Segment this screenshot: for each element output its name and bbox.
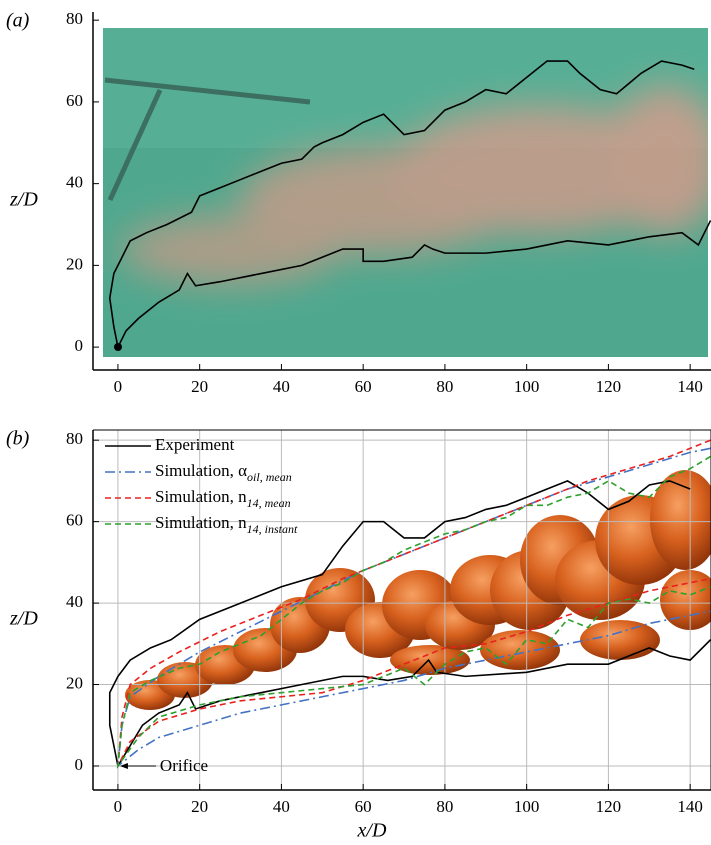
x-tick-label: 20	[191, 377, 208, 396]
photo	[103, 28, 708, 357]
x-axis-label: x/D	[357, 820, 387, 842]
legend-subscript: 14, mean	[247, 496, 291, 510]
x-tick-label: 0	[114, 377, 123, 396]
x-tick-label: 80	[436, 797, 453, 816]
legend-entry: Experiment	[155, 435, 235, 454]
y-axis-label: z/D	[9, 189, 38, 211]
legend-entry: Simulation, n14, instant	[155, 513, 298, 536]
legend-entry: Simulation, n14, mean	[155, 487, 291, 510]
legend-name: Simulation, n	[155, 487, 247, 506]
x-tick-label: 60	[355, 377, 372, 396]
x-tick-label: 80	[436, 377, 453, 396]
annotation: Orifice	[160, 756, 208, 775]
legend-entry: Simulation, αoil, mean	[155, 461, 292, 484]
y-tick-label: 40	[66, 592, 83, 611]
legend-name: Experiment	[155, 435, 235, 454]
legend-subscript: oil, mean	[247, 470, 292, 484]
series-line	[108, 60, 711, 350]
x-tick-label: 120	[596, 377, 622, 396]
y-tick-label: 60	[66, 91, 83, 110]
legend-name: Simulation, α	[155, 461, 247, 480]
legend-subscript: 14, instant	[247, 522, 298, 536]
y-tick-label: 0	[75, 755, 84, 774]
y-tick-label: 20	[66, 673, 83, 692]
x-tick-label: 140	[677, 377, 703, 396]
series-line	[108, 480, 711, 769]
y-tick-label: 0	[75, 336, 84, 355]
y-tick-label: 20	[66, 254, 83, 273]
y-tick-label: 80	[66, 9, 83, 28]
x-tick-label: 100	[514, 377, 540, 396]
iso-surface	[125, 470, 711, 710]
y-tick-label: 40	[66, 173, 83, 192]
x-tick-label: 60	[355, 797, 372, 816]
panel-label: (b)	[6, 428, 30, 450]
annotation-arrowhead	[119, 762, 128, 769]
y-axis-label: z/D	[9, 608, 38, 630]
x-tick-label: 40	[273, 797, 290, 816]
panel-label: (a)	[6, 10, 30, 32]
x-tick-label: 20	[191, 797, 208, 816]
x-tick-label: 120	[596, 797, 622, 816]
x-tick-label: 100	[514, 797, 540, 816]
legend-name: Simulation, n	[155, 513, 247, 532]
series-line	[116, 455, 711, 769]
x-tick-label: 140	[677, 797, 703, 816]
y-tick-label: 60	[66, 511, 83, 530]
x-tick-label: 40	[273, 377, 290, 396]
x-tick-label: 0	[114, 797, 123, 816]
y-tick-label: 80	[66, 429, 83, 448]
